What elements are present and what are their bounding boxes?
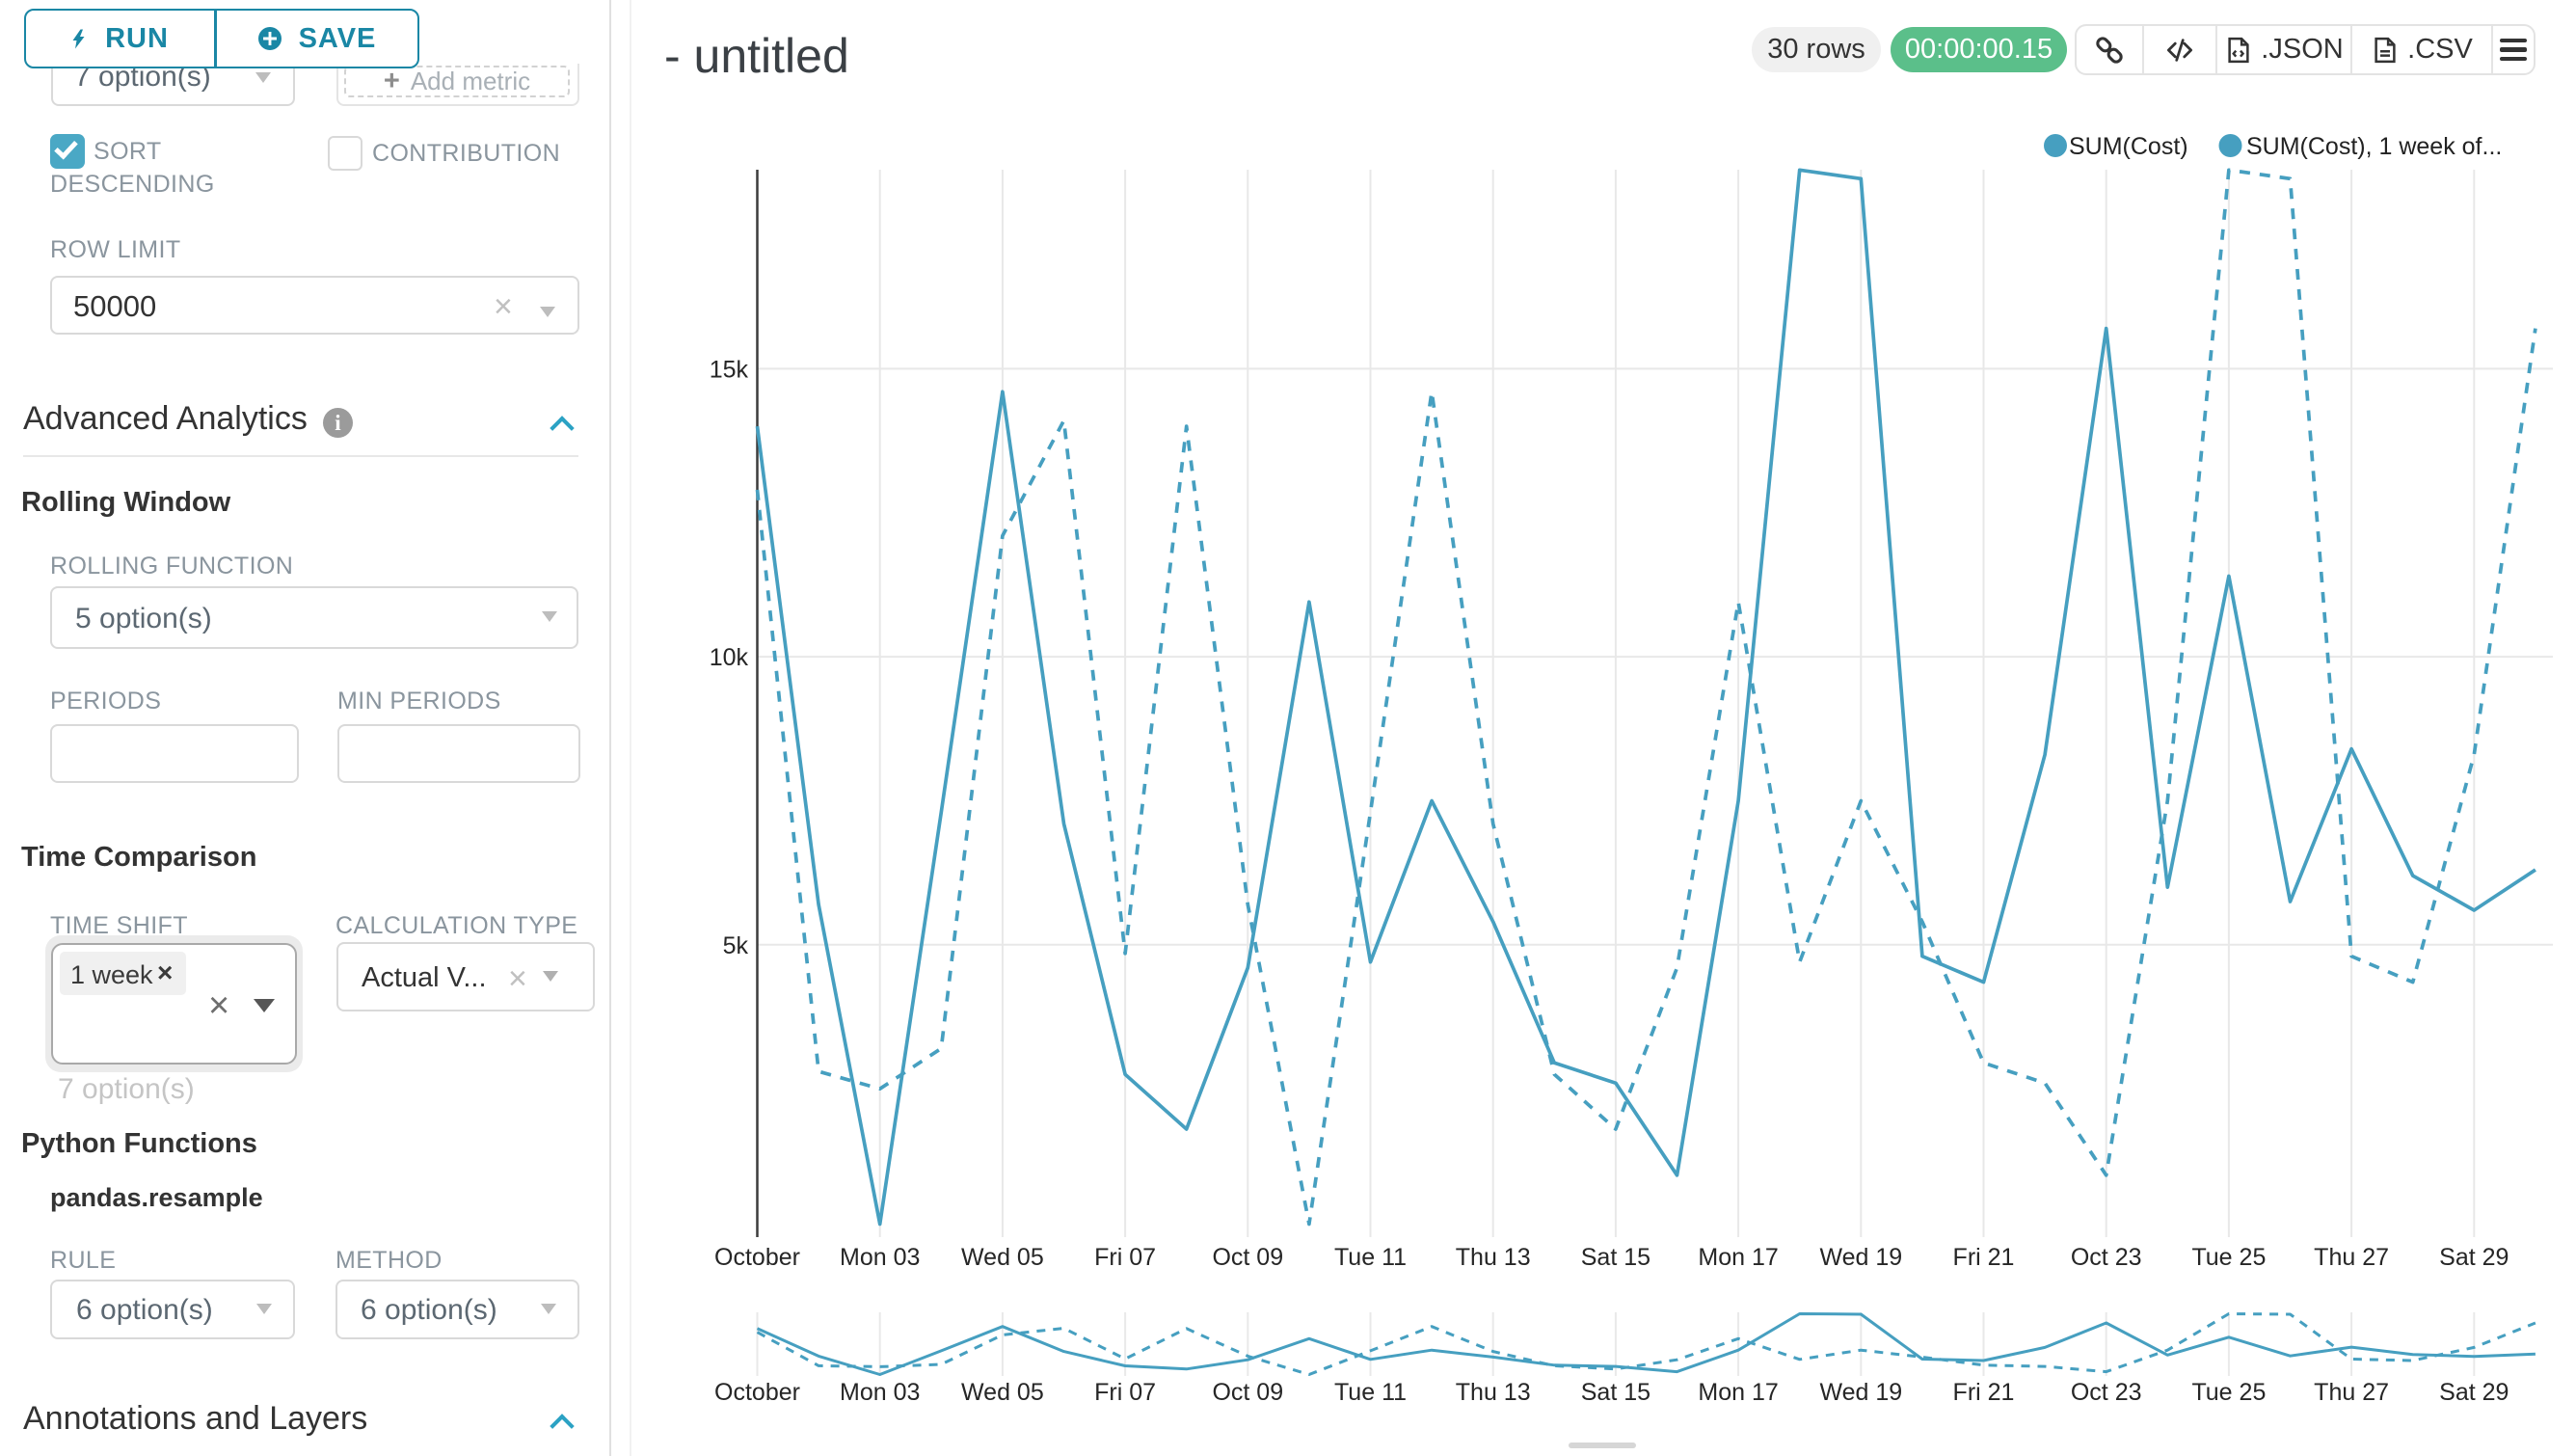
svg-text:Fri 07: Fri 07 xyxy=(1094,1244,1156,1271)
svg-text:Tue 25: Tue 25 xyxy=(2191,1244,2266,1271)
svg-text:Wed 19: Wed 19 xyxy=(1819,1379,1902,1406)
svg-text:Sat 15: Sat 15 xyxy=(1581,1379,1650,1406)
svg-text:Thu 13: Thu 13 xyxy=(1456,1379,1531,1406)
svg-text:Fri 21: Fri 21 xyxy=(1953,1244,2015,1271)
svg-text:October: October xyxy=(714,1244,800,1271)
svg-text:Thu 27: Thu 27 xyxy=(2314,1244,2389,1271)
svg-text:Mon 03: Mon 03 xyxy=(840,1379,920,1406)
svg-text:Tue 25: Tue 25 xyxy=(2191,1379,2266,1406)
svg-text:Sat 29: Sat 29 xyxy=(2439,1379,2509,1406)
svg-text:Oct 09: Oct 09 xyxy=(1212,1379,1283,1406)
svg-text:Sat 15: Sat 15 xyxy=(1581,1244,1650,1271)
svg-text:10k: 10k xyxy=(710,644,749,671)
svg-text:Wed 05: Wed 05 xyxy=(961,1244,1044,1271)
svg-text:Oct 09: Oct 09 xyxy=(1212,1244,1283,1271)
svg-text:Wed 05: Wed 05 xyxy=(961,1379,1044,1406)
svg-text:Fri 21: Fri 21 xyxy=(1953,1379,2015,1406)
svg-text:Oct 23: Oct 23 xyxy=(2071,1244,2142,1271)
svg-text:15k: 15k xyxy=(710,356,749,383)
svg-text:Mon 03: Mon 03 xyxy=(840,1244,920,1271)
svg-text:Wed 19: Wed 19 xyxy=(1819,1244,1902,1271)
svg-text:Oct 23: Oct 23 xyxy=(2071,1379,2142,1406)
svg-text:Fri 07: Fri 07 xyxy=(1094,1379,1156,1406)
svg-text:5k: 5k xyxy=(723,932,749,959)
svg-text:Tue 11: Tue 11 xyxy=(1334,1244,1407,1271)
svg-text:SUM(Cost), 1 week of...: SUM(Cost), 1 week of... xyxy=(2246,133,2502,160)
svg-text:Tue 11: Tue 11 xyxy=(1334,1379,1407,1406)
svg-text:SUM(Cost): SUM(Cost) xyxy=(2069,133,2188,160)
svg-text:Sat 29: Sat 29 xyxy=(2439,1244,2509,1271)
svg-text:October: October xyxy=(714,1379,800,1406)
svg-text:Mon 17: Mon 17 xyxy=(1698,1244,1778,1271)
svg-text:Thu 13: Thu 13 xyxy=(1456,1244,1531,1271)
svg-text:Mon 17: Mon 17 xyxy=(1698,1379,1778,1406)
svg-text:Thu 27: Thu 27 xyxy=(2314,1379,2389,1406)
